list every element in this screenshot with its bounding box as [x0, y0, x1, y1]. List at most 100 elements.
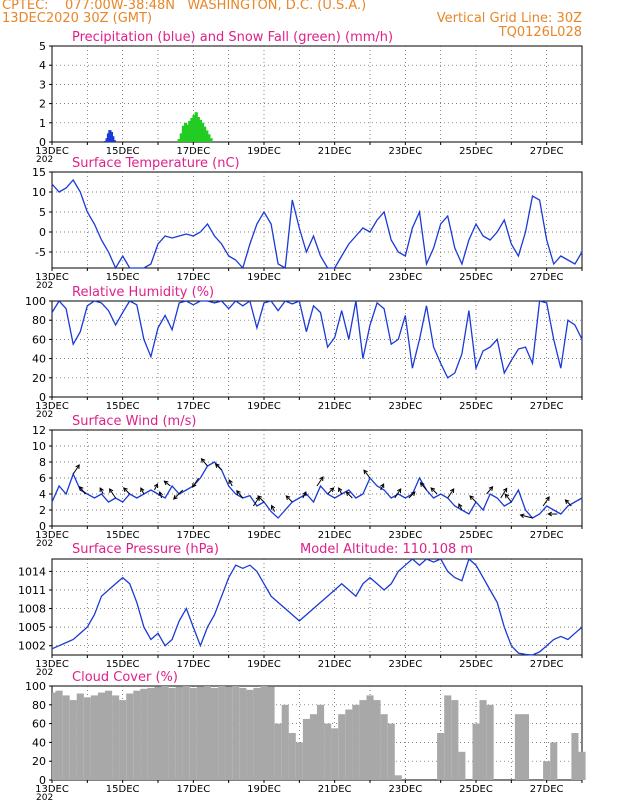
wind-vector — [338, 487, 343, 495]
cloud-bar — [83, 697, 91, 780]
cloud-bar — [486, 704, 494, 780]
pressure-ytick-label: 1005 — [18, 621, 46, 634]
pressure-xtick-label: 15DEC — [106, 659, 140, 670]
temp-ytick-label: 15 — [32, 166, 46, 179]
wind-vector — [430, 487, 438, 495]
wind-vector-head — [519, 513, 525, 519]
precip-bar — [179, 133, 183, 142]
cloud-bar — [97, 692, 105, 780]
cloud-year-label: 202 — [36, 793, 53, 800]
wind-vector — [99, 487, 104, 495]
header-model-id: TQ0126L028 — [498, 25, 582, 40]
cloud-bar — [168, 687, 176, 780]
cloud-bar — [253, 687, 261, 780]
cloud-title: Cloud Cover (%) — [72, 670, 178, 685]
wind-vector-head — [564, 499, 570, 504]
wind-vector — [72, 464, 80, 475]
wind-vector — [285, 495, 293, 503]
pressure-xtick-label: 25DEC — [459, 659, 493, 670]
wind-vector — [236, 490, 244, 499]
wind-xtick-label: 27DEC — [530, 530, 564, 541]
wind-vector-head — [319, 476, 324, 482]
wind-vector-head — [228, 479, 233, 485]
pressure-xtick-label: 17DEC — [176, 659, 210, 670]
precip-bar — [205, 130, 209, 142]
wind-vector-head — [109, 488, 114, 494]
precip-xtick-label: 17DEC — [176, 146, 210, 157]
precip-xtick-label: 15DEC — [106, 146, 140, 157]
wind-vector — [302, 491, 307, 499]
cloud-xtick-label: 17DEC — [176, 784, 210, 795]
wind-xtick-label: 15DEC — [106, 530, 140, 541]
cloud-bar — [444, 695, 452, 780]
cloud-ytick-label: 20 — [32, 755, 46, 768]
precip-xtick-label: 23DEC — [388, 146, 422, 157]
cloud-ytick-label: 0 — [39, 774, 46, 787]
header-grid-line: Vertical Grid Line: 30Z — [436, 11, 582, 26]
cloud-bar — [521, 714, 529, 780]
wind-ytick-label: 12 — [32, 424, 46, 437]
cloud-bar — [119, 700, 127, 780]
wind-vector-head — [504, 493, 510, 499]
cloud-bar — [281, 704, 289, 780]
header-date: 13DEC2020 30Z (GMT) — [2, 11, 153, 26]
cloud-bar — [302, 718, 310, 780]
rh-xtick-label: 27DEC — [530, 401, 564, 412]
wind-vector-head — [192, 482, 197, 488]
cloud-bar — [317, 704, 325, 780]
cloud-bar — [352, 704, 360, 780]
temp-ytick-label: 0 — [39, 226, 46, 239]
wind-vector — [271, 505, 276, 512]
precip-ytick-label: 2 — [39, 98, 46, 111]
cloud-bar — [571, 733, 579, 780]
cloud-bar — [76, 693, 84, 780]
cloud-bar — [295, 742, 303, 780]
wind-vector-head — [158, 491, 163, 497]
cloud-ytick-label: 40 — [32, 736, 46, 749]
rh-xtick-label: 25DEC — [459, 401, 493, 412]
wind-vector-head — [122, 487, 128, 492]
cloud-bar — [338, 714, 346, 780]
rh-xtick-label: 15DEC — [106, 401, 140, 412]
pressure-xtick-label: 19DEC — [247, 659, 281, 670]
precip-frame — [51, 45, 583, 143]
cloud-bar — [359, 700, 367, 780]
cloud-bar — [161, 686, 169, 780]
wind-vector-head — [163, 480, 169, 486]
temp-xtick-label: 15DEC — [106, 272, 140, 283]
cloud-xtick-label: 19DEC — [247, 784, 281, 795]
wind-vector-head — [285, 495, 291, 500]
temp-xtick-label: 25DEC — [459, 272, 493, 283]
cloud-bar — [479, 700, 487, 780]
wind-xtick-label: 23DEC — [388, 530, 422, 541]
cloud-bar — [260, 686, 268, 780]
wind-ytick-label: 2 — [39, 504, 46, 517]
wind-vector — [447, 488, 455, 499]
wind-vector-head — [172, 495, 178, 500]
wind-vector-head — [257, 495, 262, 500]
wind-year-label: 202 — [36, 539, 53, 549]
temp-frame — [51, 171, 583, 269]
cloud-bar — [69, 700, 77, 780]
temp-title: Surface Temperature (nC) — [72, 156, 240, 171]
wind-vector-head — [153, 483, 159, 489]
cloud-bar — [140, 688, 148, 780]
rh-xtick-label: 17DEC — [176, 401, 210, 412]
rh-ytick-label: 80 — [32, 314, 46, 327]
wind-vector — [565, 499, 572, 507]
wind-vector — [327, 487, 334, 495]
cloud-bar — [309, 714, 317, 780]
pressure-xtick-label: 13DEC — [35, 659, 69, 670]
cloud-xtick-label: 23DEC — [388, 784, 422, 795]
precip-bar — [181, 125, 185, 142]
pressure-annotation: Model Altitude: 110.108 m — [300, 542, 473, 557]
precip-ytick-label: 4 — [39, 59, 46, 72]
cloud-bar — [133, 690, 141, 780]
temp-xtick-label: 19DEC — [247, 272, 281, 283]
wind-vector — [257, 495, 265, 503]
wind-vector — [504, 493, 512, 503]
cloud-bar — [55, 690, 63, 780]
wind-vector — [173, 489, 184, 500]
wind-vector-head — [488, 485, 494, 491]
rh-year-label: 202 — [36, 410, 53, 420]
